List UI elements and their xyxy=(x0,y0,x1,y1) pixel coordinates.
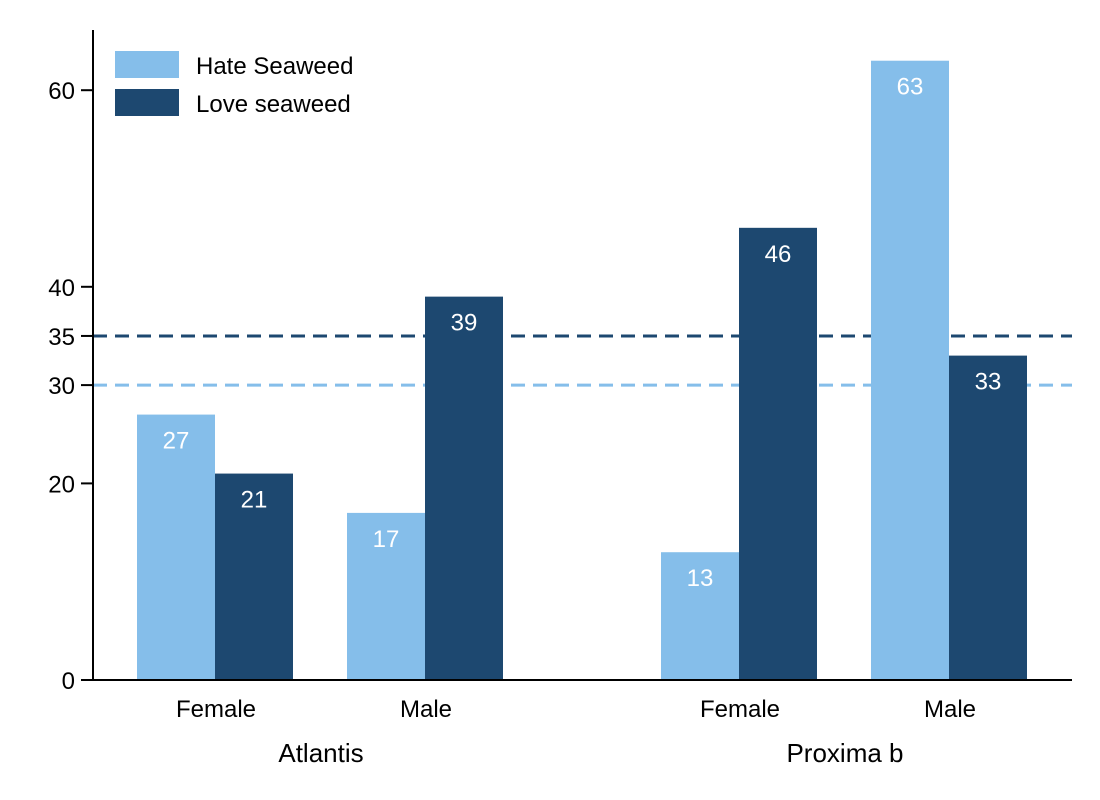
legend-swatch-hate-seaweed xyxy=(115,51,179,78)
axes xyxy=(92,30,1072,681)
y-tick-label: 30 xyxy=(48,373,75,400)
data-label: 21 xyxy=(241,487,268,514)
y-tick-label: 60 xyxy=(48,78,75,105)
x-category-label: Female xyxy=(700,696,780,723)
x-category-label: Male xyxy=(924,696,976,723)
data-label: 46 xyxy=(765,241,792,268)
x-group-label: Atlantis xyxy=(278,738,363,768)
y-ticks: 0 20 30 35 40 60 xyxy=(48,78,93,695)
bar-hate-seaweed-2 xyxy=(661,552,739,680)
data-label: 33 xyxy=(975,369,1002,396)
bar-hate-seaweed-1 xyxy=(347,512,425,680)
y-tick-label: 40 xyxy=(48,275,75,302)
data-labels: 27 17 13 63 21 39 46 33 xyxy=(163,74,1002,593)
bar-love-seaweed-2 xyxy=(739,227,817,680)
y-tick-label: 20 xyxy=(48,471,75,498)
y-tick-label: 35 xyxy=(48,324,75,351)
data-label: 13 xyxy=(687,565,714,592)
bar-hate-seaweed-3 xyxy=(871,60,949,680)
data-label: 17 xyxy=(373,526,400,553)
category-labels: Female Male Female Male xyxy=(176,696,976,723)
bar-love-seaweed-3 xyxy=(949,355,1027,680)
x-group-label: Proxima b xyxy=(786,738,903,768)
bars xyxy=(137,60,1027,680)
data-label: 63 xyxy=(897,74,924,101)
x-category-label: Male xyxy=(400,696,452,723)
legend: Hate Seaweed Love seaweed xyxy=(115,51,353,118)
x-category-label: Female xyxy=(176,696,256,723)
bar-love-seaweed-0 xyxy=(215,473,293,680)
legend-label: Love seaweed xyxy=(196,91,351,118)
data-label: 27 xyxy=(163,428,190,455)
legend-label: Hate Seaweed xyxy=(196,53,353,80)
bar-hate-seaweed-0 xyxy=(137,414,215,680)
bar-love-seaweed-1 xyxy=(425,296,503,680)
y-tick-label: 0 xyxy=(62,668,75,695)
legend-swatch-love-seaweed xyxy=(115,89,179,116)
data-label: 39 xyxy=(451,310,478,337)
group-labels: Atlantis Proxima b xyxy=(278,738,903,768)
